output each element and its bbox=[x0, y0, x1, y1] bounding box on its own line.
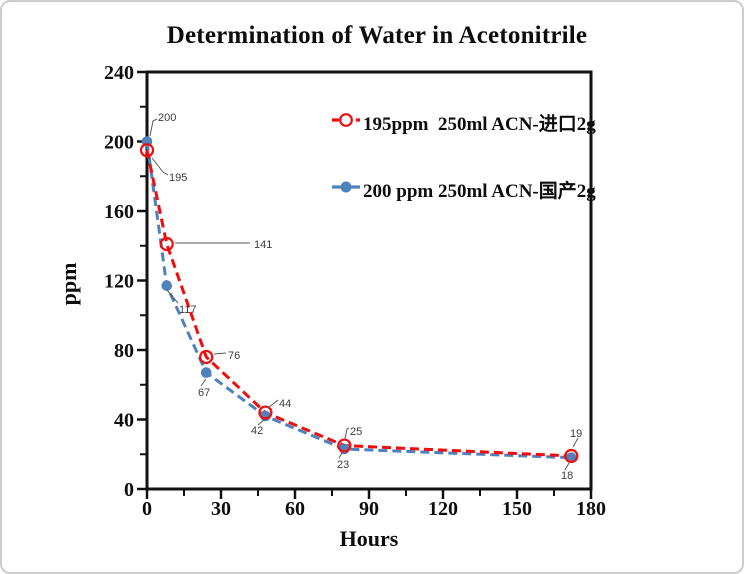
x-axis-tick-label: 120 bbox=[428, 498, 458, 520]
data-label-leader bbox=[151, 157, 169, 176]
y-axis-tick-label: 240 bbox=[104, 62, 134, 84]
y-axis-tick-label: 0 bbox=[124, 479, 134, 501]
data-label: 25 bbox=[350, 426, 362, 438]
series-0-marker bbox=[258, 405, 273, 420]
chart-title: Determination of Water in Acetonitrile bbox=[166, 22, 588, 49]
y-axis-tick-label: 200 bbox=[104, 132, 134, 154]
legend-entry-domestic: 200 ppm 250ml ACN-国产2g bbox=[363, 181, 596, 202]
data-label-leader bbox=[564, 462, 570, 471]
data-label: 76 bbox=[228, 350, 240, 362]
data-label-leader bbox=[257, 419, 265, 426]
series-0-marker bbox=[564, 448, 579, 464]
data-label: 44 bbox=[279, 398, 291, 410]
series-0-marker bbox=[159, 236, 174, 252]
data-label-leader bbox=[572, 437, 579, 448]
legend-1-marker bbox=[340, 181, 352, 193]
y-axis-tick-label: 80 bbox=[114, 340, 134, 362]
x-axis-tick-label: 90 bbox=[359, 498, 379, 520]
data-label-leader bbox=[213, 352, 227, 355]
y-axis-tick-label: 40 bbox=[114, 410, 134, 432]
series-1-line bbox=[145, 141, 572, 460]
data-label-leader bbox=[344, 427, 350, 440]
x-axis-tick-label: 60 bbox=[285, 498, 305, 520]
data-label: 200 bbox=[158, 112, 176, 124]
legend-0-marker bbox=[339, 113, 353, 127]
x-axis-tick-label: 30 bbox=[211, 498, 231, 520]
plot-border bbox=[145, 70, 593, 491]
x-axis-tick-label: 0 bbox=[142, 498, 152, 520]
series-0-line bbox=[145, 149, 572, 458]
data-label-leader bbox=[166, 289, 179, 304]
series-1-marker bbox=[161, 280, 173, 292]
series-1-marker bbox=[200, 367, 212, 378]
data-label: 19 bbox=[570, 428, 582, 440]
data-label: 117 bbox=[179, 304, 197, 316]
data-label: 141 bbox=[254, 239, 272, 251]
y-axis-tick-label: 160 bbox=[104, 201, 134, 223]
x-axis-tick-label: 150 bbox=[502, 498, 532, 520]
data-label: 195 bbox=[169, 172, 187, 184]
data-label: 18 bbox=[561, 470, 573, 482]
series-0-marker bbox=[199, 349, 214, 365]
legend-entry-imported: 195ppm 250ml ACN-进口2g bbox=[363, 114, 596, 135]
data-label-leader bbox=[267, 399, 279, 409]
x-axis-tick-label: 180 bbox=[576, 498, 606, 520]
data-label-leader bbox=[200, 378, 207, 387]
data-label: 23 bbox=[337, 459, 349, 471]
data-label: 42 bbox=[251, 425, 263, 437]
series-0-marker bbox=[139, 143, 155, 158]
x-axis-title: Hours bbox=[339, 526, 399, 551]
data-label-leader bbox=[338, 452, 343, 459]
data-label: 67 bbox=[198, 387, 210, 399]
y-axis-tick-label: 120 bbox=[104, 271, 134, 293]
data-label-leader bbox=[149, 118, 158, 137]
y-axis-title: ppm bbox=[56, 262, 81, 306]
series-0-marker bbox=[337, 438, 352, 453]
